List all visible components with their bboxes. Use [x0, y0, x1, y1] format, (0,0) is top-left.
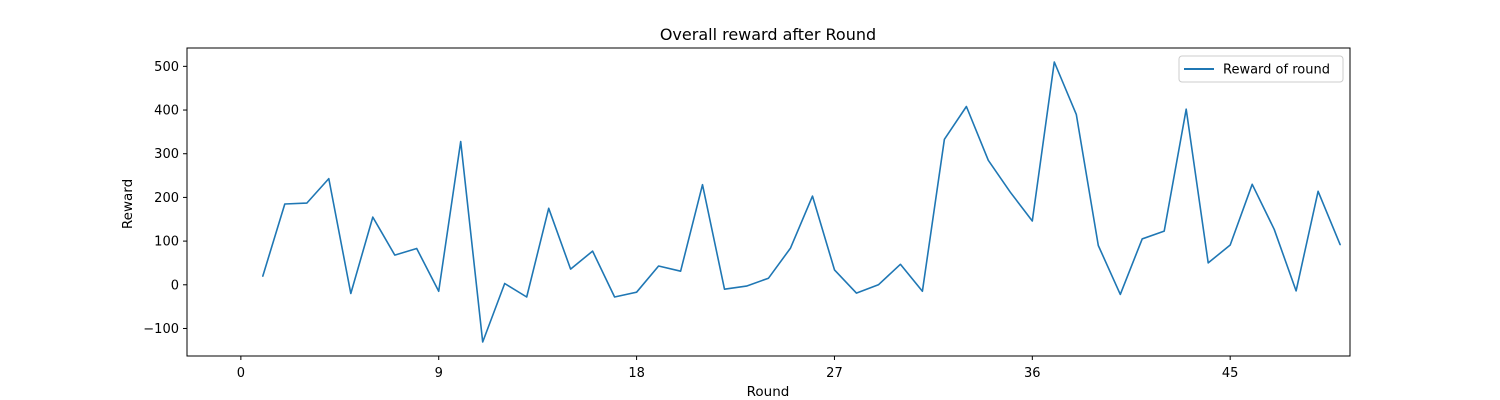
- legend-label: Reward of round: [1223, 63, 1330, 78]
- legend: Reward of round: [1178, 55, 1344, 83]
- y-tick-label: 0: [171, 278, 179, 293]
- chart-title: Overall reward after Round: [660, 25, 876, 44]
- x-axis-label: Round: [747, 384, 790, 400]
- plot-area: [186, 47, 1351, 357]
- legend-box: [1178, 55, 1344, 83]
- x-tick-label: 45: [1222, 366, 1239, 381]
- x-tick-label: 9: [435, 366, 443, 381]
- x-axis-ticks: 0 9 18 27 36 45: [237, 356, 1239, 381]
- y-tick-label: 100: [154, 235, 179, 250]
- y-tick-label: 300: [154, 147, 179, 162]
- x-tick-label: 36: [1024, 366, 1041, 381]
- y-axis-label: Reward: [120, 179, 136, 229]
- plot-frame: [186, 47, 1351, 357]
- y-tick-label: 200: [154, 191, 179, 206]
- x-tick-label: 0: [237, 366, 245, 381]
- series-line-reward-of-round: [261, 61, 1341, 343]
- y-axis-ticks: −100 0 100 200 300 400 500: [143, 60, 187, 337]
- x-tick-label: 18: [628, 366, 645, 381]
- series-line-layer: [261, 61, 1341, 343]
- y-tick-label: 500: [154, 60, 179, 75]
- y-tick-label: 400: [154, 104, 179, 119]
- y-tick-label: −100: [143, 322, 179, 337]
- x-tick-label: 27: [826, 366, 843, 381]
